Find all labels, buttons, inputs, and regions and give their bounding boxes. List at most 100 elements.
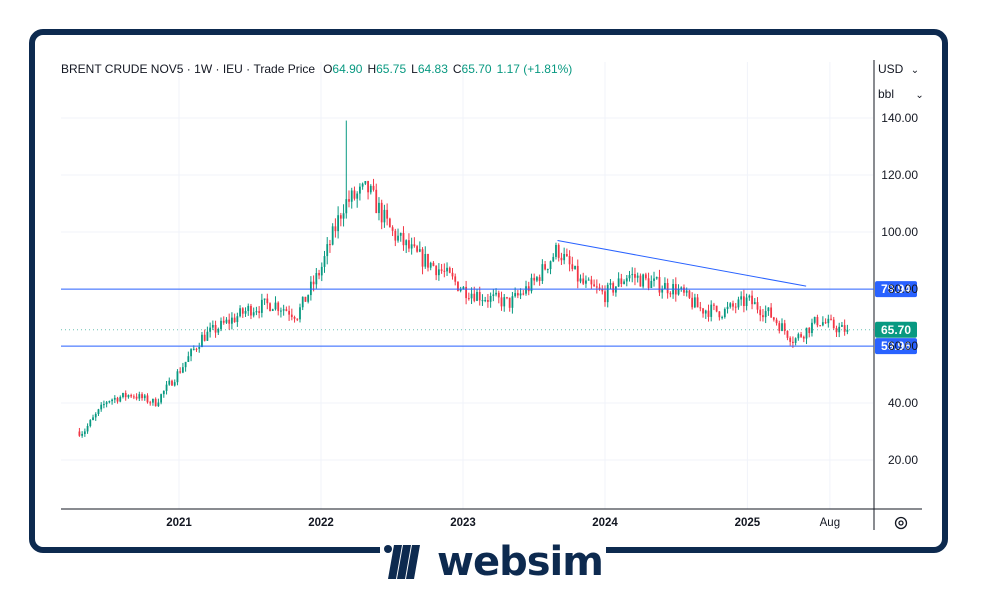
candle-body bbox=[582, 278, 585, 284]
candle-body bbox=[655, 277, 658, 279]
candle-body bbox=[217, 328, 220, 333]
candle-body bbox=[141, 394, 143, 399]
chart-grid bbox=[61, 60, 922, 530]
candle-body bbox=[402, 232, 405, 246]
candle-body bbox=[443, 270, 446, 272]
candle-body bbox=[824, 322, 827, 324]
candle-body bbox=[693, 297, 696, 308]
candle-body bbox=[454, 276, 457, 282]
settings-icon[interactable] bbox=[893, 515, 909, 536]
chart-overlays: 79.94 59.96 65.70 bbox=[61, 240, 917, 355]
chart-legend-header: BRENT CRUDE NOV5 · 1W · IEU · Trade Pric… bbox=[61, 62, 572, 76]
candle-body bbox=[116, 397, 119, 402]
candle-body bbox=[519, 293, 522, 296]
candle-body bbox=[702, 308, 704, 314]
candle-body bbox=[516, 293, 519, 296]
candle-body bbox=[786, 330, 789, 338]
candle-body bbox=[146, 395, 149, 403]
candle-body bbox=[432, 262, 435, 266]
candle-body bbox=[252, 312, 255, 316]
candle-body bbox=[685, 290, 688, 293]
candle-body bbox=[680, 287, 683, 290]
candle-body bbox=[819, 325, 822, 327]
websim-logo: websim bbox=[380, 538, 606, 586]
candle-body bbox=[299, 307, 301, 320]
close-label: C bbox=[452, 62, 462, 76]
candle-body bbox=[247, 305, 250, 311]
candle-body bbox=[143, 395, 146, 399]
candle-body bbox=[380, 202, 383, 223]
candle-body bbox=[231, 317, 233, 324]
candle-body bbox=[503, 297, 506, 307]
candle-body bbox=[658, 277, 661, 293]
candle-body bbox=[753, 302, 756, 305]
last-price-label: 65.70 bbox=[881, 323, 911, 337]
candle-body bbox=[293, 317, 296, 319]
candle-body bbox=[176, 371, 179, 383]
candle-body bbox=[484, 300, 487, 302]
trend-line bbox=[557, 240, 807, 287]
candle-body bbox=[405, 240, 408, 246]
candle-body bbox=[288, 310, 290, 315]
symbol-name[interactable]: BRENT CRUDE NOV5 bbox=[61, 62, 184, 76]
candle-body bbox=[574, 265, 576, 270]
y-tick-label: 60.00 bbox=[888, 339, 918, 353]
candle-body bbox=[448, 267, 451, 273]
candle-body bbox=[811, 322, 813, 334]
candle-body bbox=[601, 289, 604, 292]
candle-body bbox=[421, 249, 424, 267]
candle-body bbox=[222, 320, 225, 323]
candle-body bbox=[437, 269, 440, 276]
candle-body bbox=[606, 284, 609, 303]
candle-body bbox=[704, 310, 707, 314]
candle-body bbox=[173, 382, 176, 386]
candle-body bbox=[789, 337, 792, 342]
candle-body bbox=[696, 297, 699, 308]
candle-body bbox=[184, 361, 187, 368]
currency-select[interactable]: USD ⌄ bbox=[878, 62, 919, 76]
unit-select[interactable]: bbl ⌄ bbox=[878, 87, 924, 101]
candle-body bbox=[585, 280, 587, 284]
candle-body bbox=[565, 254, 568, 257]
candle-body bbox=[429, 262, 432, 268]
candle-body bbox=[78, 431, 81, 436]
candle-body bbox=[473, 293, 476, 301]
candle-body bbox=[647, 278, 650, 288]
candle-body bbox=[236, 316, 239, 323]
candle-body bbox=[530, 277, 533, 292]
candle-body bbox=[666, 283, 669, 294]
candle-body bbox=[467, 298, 470, 300]
candle-body bbox=[514, 293, 517, 297]
candle-body bbox=[489, 295, 492, 302]
x-tick-label: 2024 bbox=[592, 517, 618, 529]
candle-body bbox=[241, 308, 244, 314]
candle-body bbox=[718, 311, 721, 318]
candle-body bbox=[726, 306, 729, 310]
candle-body bbox=[525, 286, 527, 294]
candle-body bbox=[361, 183, 364, 187]
candle-body bbox=[710, 304, 713, 317]
candle-body bbox=[138, 394, 141, 399]
brand-name: websim bbox=[437, 539, 604, 585]
currency-label: USD bbox=[878, 62, 904, 76]
separator: · bbox=[212, 62, 223, 76]
candle-body bbox=[277, 302, 280, 311]
candle-body bbox=[274, 302, 277, 310]
candle-body bbox=[707, 310, 710, 317]
candle-body bbox=[500, 297, 503, 307]
x-tick-label: 2025 bbox=[735, 517, 761, 529]
candle-body bbox=[639, 275, 642, 287]
candle-body bbox=[209, 327, 212, 332]
candle-body bbox=[465, 286, 468, 299]
interval-label[interactable]: 1W bbox=[194, 62, 213, 76]
candle-body bbox=[563, 254, 566, 261]
price-tag-label: 79.94 bbox=[881, 282, 911, 296]
y-tick-label: 20.00 bbox=[888, 453, 918, 467]
y-tick-label: 80.00 bbox=[888, 282, 918, 296]
candle-body bbox=[772, 317, 775, 320]
candle-body bbox=[309, 281, 312, 296]
candle-body bbox=[802, 336, 805, 339]
x-tick-label: 2023 bbox=[450, 517, 476, 529]
close-value: 65.70 bbox=[461, 62, 492, 76]
